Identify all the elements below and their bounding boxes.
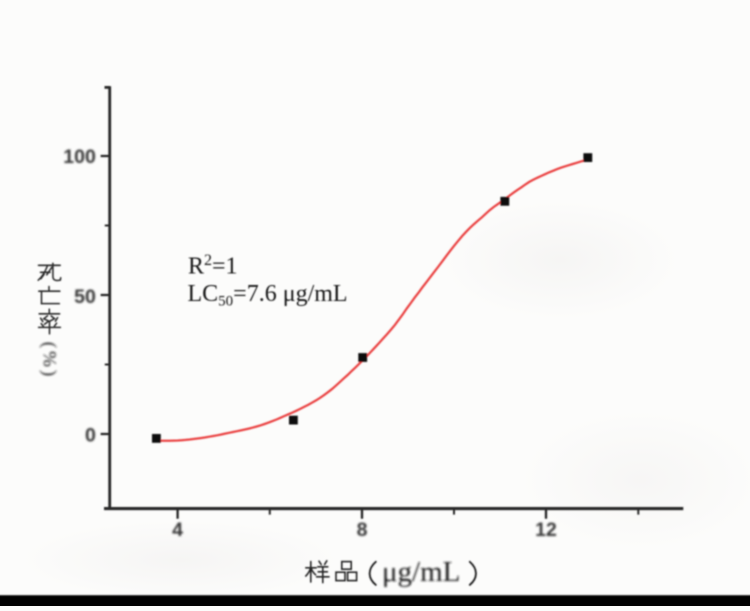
svg-text:μg/mL: μg/mL [382,556,460,588]
svg-text:8: 8 [357,519,368,541]
svg-text:12: 12 [535,519,557,541]
svg-text:50: 50 [74,286,96,308]
svg-text:(%): (%) [39,342,60,379]
svg-text:R2=1: R2=1 [188,252,238,280]
svg-text:100: 100 [63,146,96,168]
svg-text:4: 4 [172,519,183,541]
svg-text:LC50=7.6 μg/mL: LC50=7.6 μg/mL [188,281,348,310]
svg-text:0: 0 [85,424,96,446]
